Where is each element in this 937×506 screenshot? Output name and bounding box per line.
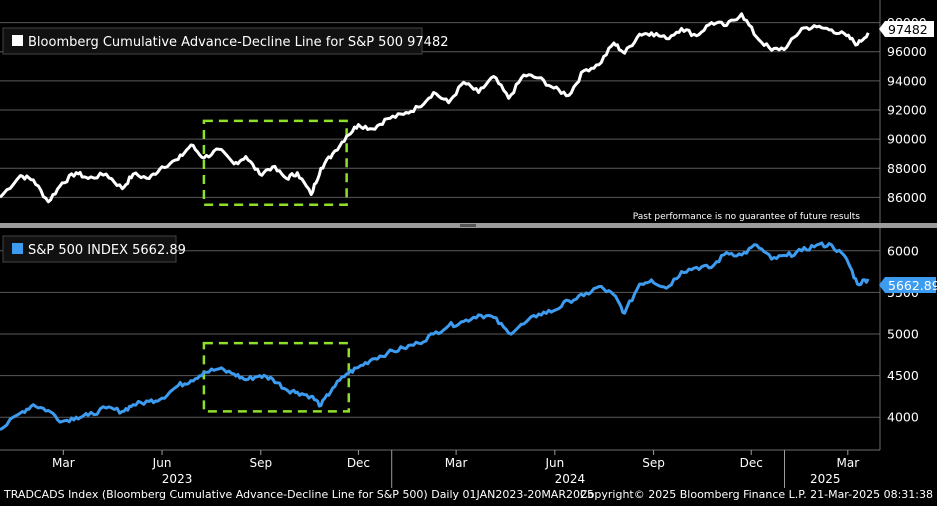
bottom-panel-series [0,241,870,431]
footer-timestamp: 21-Mar-2025 08:31:38 [810,488,933,501]
bottom-legend-box [2,235,177,263]
bottom-legend-swatch [12,243,23,254]
top-legend-swatch [12,35,23,46]
top-series-line [0,12,870,204]
footer: TRADCADS Index (Bloomberg Cumulative Adv… [3,488,933,501]
x-month-label: Sep [642,456,665,470]
x-month-label: Jun [544,456,564,470]
x-month-label: Dec [740,456,763,470]
bottom-last-value-badge: 5662.89 [879,277,937,293]
x-axis: Mar Jun Sep Dec Mar Jun Sep Dec Mar 2023 2024 2025 [0,449,880,488]
bottom-y-tick-label: 4000 [887,410,919,425]
x-year-label: 2025 [810,472,841,486]
bottom-series-line [0,241,870,431]
top-y-tick-label: 96000 [887,44,927,59]
x-month-label: Sep [249,456,272,470]
disclaimer-text: Past performance is no guarantee of futu… [633,212,861,222]
x-year-label: 2023 [162,472,193,486]
x-month-label: Mar [52,456,75,470]
top-last-value: 97482 [888,22,928,37]
x-month-label: Mar [445,456,468,470]
bottom-last-value-pointer [879,277,936,293]
bottom-legend: S&P 500 INDEX 5662.89 [2,235,186,263]
bottom-last-value: 5662.89 [888,278,937,293]
top-panel-series [0,12,870,206]
top-legend: Bloomberg Cumulative Advance-Decline Lin… [2,27,449,55]
x-month-label: Mar [836,456,859,470]
top-y-tick-label: 94000 [887,73,927,88]
divider-grip[interactable] [460,224,476,227]
top-y-tick-label: 90000 [887,132,927,147]
bottom-y-tick-label: 4500 [887,368,919,383]
top-y-tick-label: 88000 [887,161,927,176]
x-year-label: 2024 [555,472,586,486]
top-legend-box [2,27,423,55]
x-month-label: Jun [152,456,172,470]
x-month-label: Dec [347,456,370,470]
top-last-value-pointer [879,21,934,37]
top-legend-label: Bloomberg Cumulative Advance-Decline Lin… [28,35,449,50]
top-highlight-box [202,119,348,206]
bottom-legend-label: S&P 500 INDEX 5662.89 [28,243,186,258]
footer-source: TRADCADS Index (Bloomberg Cumulative Adv… [3,488,594,501]
top-y-tick-label: 92000 [887,103,927,118]
footer-copyright: Copyright© 2025 Bloomberg Finance L.P. [580,488,807,501]
top-last-value-badge: 97482 [879,21,934,37]
bottom-y-tick-label: 6000 [887,243,919,258]
bottom-highlight-box [202,341,351,413]
top-y-tick-label: 86000 [887,190,927,205]
bottom-y-tick-label: 5000 [887,327,919,342]
